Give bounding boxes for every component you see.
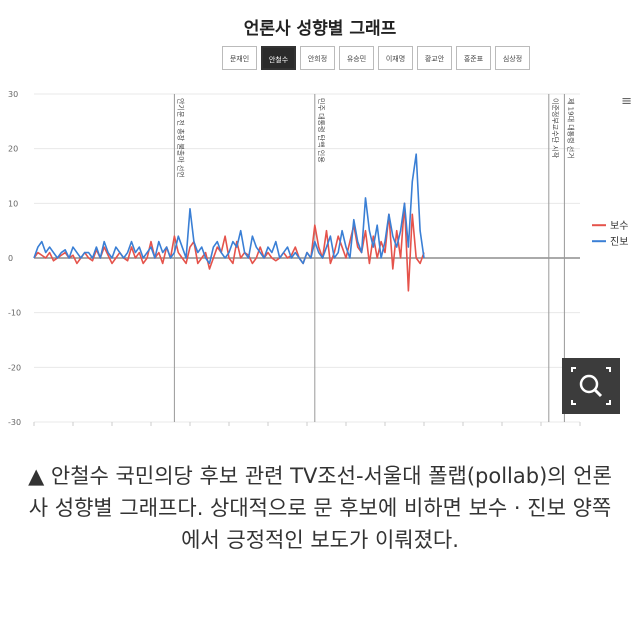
event-label: 제 19대 대통령 선거 xyxy=(566,98,575,159)
series-line-1 xyxy=(33,153,425,265)
caption-marker: ▲ xyxy=(28,464,45,488)
series-line-0 xyxy=(33,202,425,292)
candidate-button-1[interactable]: 안철수 xyxy=(261,46,296,70)
candidate-button-4[interactable]: 이재명 xyxy=(378,46,413,70)
y-tick-label: -20 xyxy=(8,363,21,372)
chart-title: 언론사 성향별 그래프 xyxy=(243,19,397,39)
candidate-button-7[interactable]: 심상정 xyxy=(495,46,530,70)
zoom-search-icon xyxy=(571,367,611,405)
y-tick-label: -30 xyxy=(8,418,21,427)
candidate-button-3[interactable]: 유승민 xyxy=(339,46,374,70)
hamburger-icon[interactable]: ≡ xyxy=(621,94,632,109)
y-tick-label: -10 xyxy=(8,309,21,318)
photo-caption: ▲ 안철수 국민의당 후보 관련 TV조선-서울대 폴랩(pollab)의 언론… xyxy=(20,460,620,556)
caption-text: 안철수 국민의당 후보 관련 TV조선-서울대 폴랩(pollab)의 언론사 … xyxy=(28,464,612,552)
zoom-button[interactable] xyxy=(562,358,620,414)
legend-label-1: 진보 xyxy=(610,236,628,248)
y-tick-label: 20 xyxy=(8,145,18,154)
candidate-tabs: 문재인 안철수 안희정 유승민 이재명 황교안 홍준표 심상정 xyxy=(222,46,530,70)
y-tick-label: 10 xyxy=(8,199,18,208)
event-label: 민주 대통령 탄핵 인용 xyxy=(317,98,326,163)
event-label: 안기문 전 총장 불출마 선언 xyxy=(176,98,185,178)
candidate-button-5[interactable]: 황교안 xyxy=(417,46,452,70)
y-tick-label: 30 xyxy=(8,90,18,99)
candidate-button-0[interactable]: 문재인 xyxy=(222,46,257,70)
event-label: 이준정부교수단 시작 xyxy=(551,98,560,159)
legend-label-0: 보수 xyxy=(610,220,628,232)
y-tick-label: 0 xyxy=(8,254,13,263)
candidate-button-2[interactable]: 안희정 xyxy=(300,46,335,70)
line-chart: 30 20 10 0 -10 -20 -30 안기문 전 총장 불출마 선언 민주 대통령 탄핵… xyxy=(8,90,628,427)
candidate-button-6[interactable]: 홍준표 xyxy=(456,46,491,70)
